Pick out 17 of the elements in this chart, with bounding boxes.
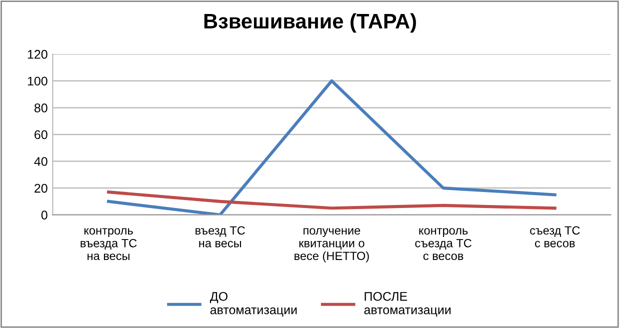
y-tick-label: 120 xyxy=(28,50,48,59)
legend-label: ПОСЛЕ автоматизации xyxy=(364,292,451,317)
line-series xyxy=(106,79,556,215)
y-tick-label: 40 xyxy=(34,157,48,166)
y-tick-label: 60 xyxy=(34,130,48,140)
y-tick-label: 80 xyxy=(34,103,48,112)
x-tick-label: съезд ТС с весов xyxy=(530,226,580,248)
y-tick-label: 0 xyxy=(41,210,48,220)
legend-label: ДО автоматизации xyxy=(210,292,297,317)
line-series xyxy=(106,190,556,210)
chart-title: Взвешивание (ТАРА) xyxy=(204,13,416,33)
x-tick-label: контроль въезда ТС на весы xyxy=(80,228,137,260)
x-tick-label: контроль съезда ТС с весов xyxy=(415,228,472,260)
y-tick-label: 20 xyxy=(34,184,48,193)
x-tick-label: получение квитанции о весе (НЕТТО) xyxy=(294,228,369,262)
y-tick-label: 100 xyxy=(28,76,48,86)
x-tick-label: въезд ТС на весы xyxy=(196,226,245,248)
